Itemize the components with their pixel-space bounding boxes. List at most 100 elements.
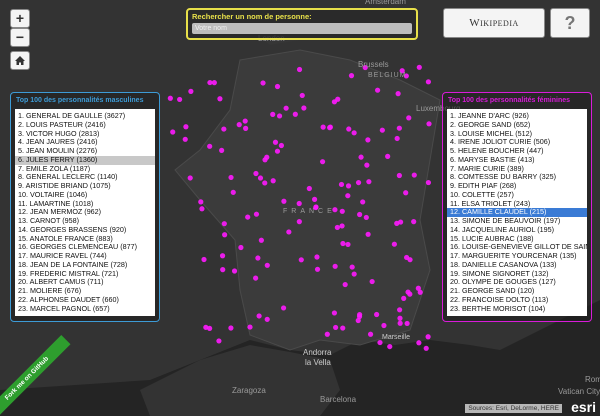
- poi-dot[interactable]: [333, 324, 339, 331]
- poi-dot[interactable]: [356, 313, 363, 320]
- poi-dot[interactable]: [270, 111, 276, 117]
- poi-dot[interactable]: [228, 174, 234, 181]
- poi-dot[interactable]: [183, 124, 189, 130]
- poi-dot[interactable]: [221, 221, 227, 227]
- poi-dot[interactable]: [256, 313, 262, 319]
- poi-dot[interactable]: [415, 285, 421, 291]
- poi-dot[interactable]: [255, 255, 261, 261]
- poi-dot[interactable]: [391, 241, 397, 247]
- help-button[interactable]: ?: [550, 8, 590, 38]
- poi-dot[interactable]: [253, 211, 260, 217]
- poi-dot[interactable]: [242, 118, 248, 124]
- poi-dot[interactable]: [397, 307, 403, 313]
- poi-dot[interactable]: [258, 237, 264, 243]
- poi-dot[interactable]: [301, 105, 307, 111]
- list-item[interactable]: 1. JEANNE D'ARC (926): [450, 112, 529, 120]
- poi-dot[interactable]: [339, 223, 345, 229]
- poi-dot[interactable]: [217, 96, 223, 102]
- list-item[interactable]: 21. MOLIERE (676): [18, 287, 82, 295]
- poi-dot[interactable]: [324, 331, 330, 337]
- list-item[interactable]: 5. HELENE BOUCHER (447): [450, 147, 544, 155]
- poi-dot[interactable]: [334, 224, 340, 231]
- poi-dot[interactable]: [167, 95, 173, 101]
- poi-dot[interactable]: [247, 324, 253, 330]
- poi-dot[interactable]: [403, 190, 409, 196]
- poi-dot[interactable]: [345, 183, 352, 189]
- poi-dot[interactable]: [387, 343, 393, 350]
- poi-dot[interactable]: [385, 153, 391, 159]
- poi-dot[interactable]: [423, 345, 429, 351]
- wikipedia-button[interactable]: Wikipedia: [443, 8, 545, 38]
- list-item[interactable]: 2. LOUIS PASTEUR (2416): [18, 120, 106, 129]
- poi-dot[interactable]: [394, 220, 400, 226]
- poi-dot[interactable]: [216, 338, 222, 344]
- list-item[interactable]: 8. GENERAL LECLERC (1140): [18, 173, 118, 182]
- poi-dot[interactable]: [296, 200, 302, 207]
- poi-dot[interactable]: [369, 278, 375, 285]
- list-item[interactable]: 10. VOLTAIRE (1046): [18, 190, 88, 199]
- list-item[interactable]: 14. JACQUELINE AURIOL (195): [450, 225, 554, 234]
- list-item[interactable]: 7. MARIE CURIE (389): [450, 164, 524, 173]
- list-item[interactable]: 8. COMTESSE DU BARRY (325): [450, 173, 556, 182]
- poi-dot[interactable]: [365, 137, 371, 143]
- poi-dot[interactable]: [404, 254, 410, 261]
- poi-dot[interactable]: [296, 219, 302, 225]
- list-item[interactable]: 3. VICTOR HUGO (2813): [18, 129, 100, 138]
- poi-dot[interactable]: [366, 179, 372, 185]
- list-item[interactable]: 9. EDITH PIAF (268): [450, 182, 517, 190]
- poi-dot[interactable]: [230, 189, 236, 195]
- list-item[interactable]: 10. COLETTE (257): [450, 190, 514, 199]
- poi-dot[interactable]: [238, 244, 244, 251]
- zoom-in-button[interactable]: +: [10, 9, 30, 28]
- list-item[interactable]: 12. JEAN MERMOZ (962): [18, 208, 102, 217]
- list-item[interactable]: 7. EMILE ZOLA (1187): [18, 164, 91, 173]
- poi-dot[interactable]: [374, 311, 380, 318]
- poi-dot[interactable]: [362, 64, 368, 71]
- list-item[interactable]: 16. GEORGES CLEMENCEAU (877): [18, 243, 138, 252]
- poi-dot[interactable]: [345, 193, 351, 199]
- poi-dot[interactable]: [262, 157, 268, 163]
- poi-dot[interactable]: [314, 254, 320, 260]
- poi-dot[interactable]: [401, 295, 407, 301]
- list-item[interactable]: 2. GEORGE SAND (652): [450, 120, 531, 129]
- poi-dot[interactable]: [299, 92, 305, 99]
- poi-dot[interactable]: [425, 179, 432, 186]
- poi-dot[interactable]: [253, 170, 259, 177]
- poi-dot[interactable]: [292, 111, 298, 117]
- poi-dot[interactable]: [395, 91, 401, 97]
- poi-dot[interactable]: [286, 229, 292, 235]
- poi-dot[interactable]: [274, 83, 281, 90]
- poi-dot[interactable]: [416, 64, 422, 70]
- poi-dot[interactable]: [355, 317, 361, 324]
- list-item[interactable]: 12. CAMILLE CLAUDEL (215): [447, 208, 587, 217]
- list-item[interactable]: 20. ALBERT CAMUS (711): [18, 278, 104, 287]
- poi-dot[interactable]: [188, 88, 194, 94]
- poi-dot[interactable]: [346, 126, 352, 132]
- poi-dot[interactable]: [253, 275, 259, 281]
- list-item[interactable]: 13. SIMONE DE BEAUVOIR (197): [450, 217, 561, 225]
- poi-dot[interactable]: [360, 199, 366, 205]
- poi-dot[interactable]: [264, 316, 270, 322]
- poi-dot[interactable]: [207, 325, 213, 332]
- poi-dot[interactable]: [280, 305, 287, 311]
- list-item[interactable]: 15. LUCIE AUBRAC (188): [450, 234, 534, 243]
- poi-dot[interactable]: [201, 256, 207, 263]
- poi-dot[interactable]: [281, 198, 287, 204]
- home-button[interactable]: [10, 51, 30, 70]
- list-item[interactable]: 4. IRENE JOLIOT CURIE (506): [450, 138, 551, 147]
- poi-dot[interactable]: [404, 320, 410, 327]
- list-item[interactable]: 6. JULES FERRY (1360): [15, 155, 155, 165]
- list-item[interactable]: 17. MAURICE RAVEL (744): [18, 252, 107, 260]
- poi-dot[interactable]: [357, 211, 363, 218]
- poi-dot[interactable]: [403, 73, 409, 79]
- list-item[interactable]: 21. GEORGE SAND (120): [450, 287, 535, 295]
- poi-dot[interactable]: [375, 87, 381, 93]
- poi-dot[interactable]: [379, 127, 385, 133]
- poi-dot[interactable]: [311, 196, 318, 202]
- poi-dot[interactable]: [222, 232, 228, 238]
- poi-dot[interactable]: [358, 154, 364, 160]
- poi-dot[interactable]: [272, 139, 279, 145]
- poi-dot[interactable]: [296, 66, 303, 73]
- poi-dot[interactable]: [342, 281, 348, 288]
- poi-dot[interactable]: [335, 96, 341, 102]
